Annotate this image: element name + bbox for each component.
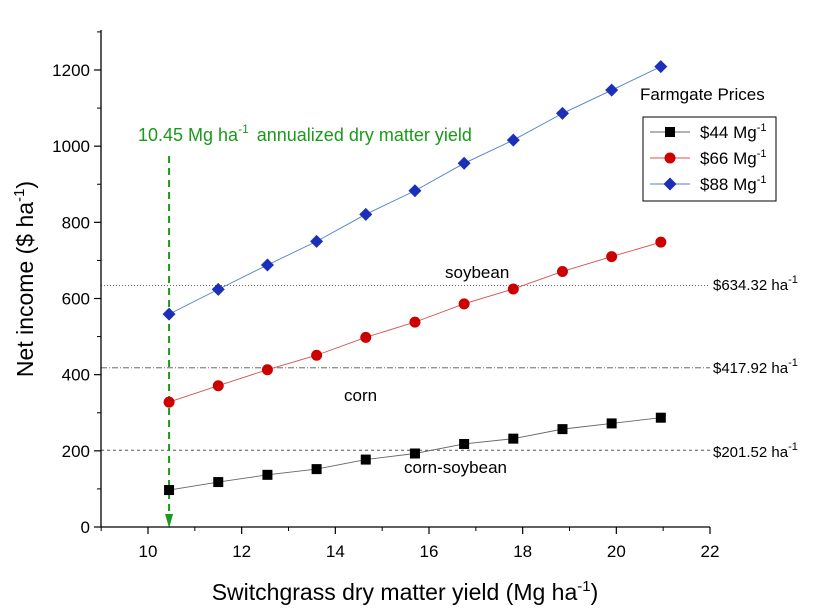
x-tick-label-10: 10 (139, 542, 158, 561)
x-tick-label-16: 16 (420, 542, 439, 561)
point-s2-6 (457, 156, 471, 170)
refline-label-201: $201.52 ha-1 (713, 441, 798, 461)
point-s0-8 (557, 424, 568, 435)
point-s2-1 (211, 282, 225, 296)
point-s1-9 (606, 251, 618, 263)
y-tick-label-1000: 1000 (52, 137, 90, 156)
x-tick-label-20: 20 (607, 542, 626, 561)
x-tick-label-14: 14 (326, 542, 345, 561)
legend-entry-label-66: $66 Mg-1 (700, 148, 766, 168)
point-s0-1 (213, 477, 224, 488)
reference-lines (101, 156, 710, 528)
point-s1-10 (655, 236, 667, 248)
point-s2-0 (162, 307, 176, 321)
point-s1-3 (311, 349, 323, 361)
legend-entry-label-44: $44 Mg-1 (700, 122, 766, 142)
legend (650, 127, 690, 191)
point-s0-9 (606, 418, 617, 429)
crop-label-soybean: soybean (445, 263, 509, 282)
point-s1-6 (458, 298, 470, 310)
y-tick-label-1200: 1200 (52, 61, 90, 80)
point-s0-0 (164, 485, 175, 496)
y-tick-label-0: 0 (81, 518, 90, 537)
point-s2-7 (506, 133, 520, 147)
point-s1-5 (409, 316, 421, 328)
point-s2-5 (408, 184, 422, 198)
point-s1-7 (507, 283, 519, 295)
point-s0-6 (459, 438, 470, 449)
crop-label-corn-soybean: corn-soybean (404, 458, 507, 477)
point-s1-4 (360, 331, 372, 343)
annotation-arrow-head (165, 514, 174, 528)
y-axis-title: Net income ($ ha-1) (11, 181, 38, 377)
axis-ticks: 10 12 14 16 18 20 22 0 200 400 600 800 1000 1200 (52, 31, 720, 561)
point-s0-2 (262, 469, 273, 480)
legend-marker-2 (663, 177, 677, 191)
point-s2-9 (605, 83, 619, 97)
x-tick-label-12: 12 (232, 542, 251, 561)
series-layer (162, 60, 668, 496)
point-s2-2 (260, 258, 274, 272)
legend-title: Farmgate Prices (640, 85, 765, 104)
refline-label-634: $634.32 ha-1 (713, 274, 798, 294)
legend-marker-1 (664, 152, 676, 164)
point-s0-10 (655, 412, 666, 423)
x-tick-label-18: 18 (513, 542, 532, 561)
point-s2-8 (555, 106, 569, 120)
x-axis-title: Switchgrass dry matter yield (Mg ha-1) (212, 578, 599, 605)
crop-label-corn: corn (344, 386, 377, 405)
point-s1-0 (163, 396, 175, 408)
y-tick-label-400: 400 (62, 366, 90, 385)
point-s2-4 (359, 207, 373, 221)
refline-label-417: $417.92 ha-1 (713, 357, 798, 377)
point-s1-2 (261, 364, 273, 376)
y-tick-label-600: 600 (62, 290, 90, 309)
legend-marker-0 (665, 127, 675, 137)
point-s0-4 (360, 454, 371, 465)
point-s2-3 (310, 234, 324, 248)
point-s2-10 (654, 60, 668, 74)
point-s1-8 (556, 265, 568, 277)
point-s0-7 (508, 433, 519, 444)
y-tick-label-800: 800 (62, 213, 90, 232)
point-s0-5 (409, 448, 420, 459)
legend-entry-label-88: $88 Mg-1 (700, 174, 766, 194)
y-tick-label-200: 200 (62, 442, 90, 461)
point-s1-1 (212, 380, 224, 392)
x-tick-label-22: 22 (701, 542, 720, 561)
annotation-label: 10.45 Mg ha-1 annualized dry matter yield (138, 122, 472, 145)
point-s0-3 (311, 464, 322, 475)
